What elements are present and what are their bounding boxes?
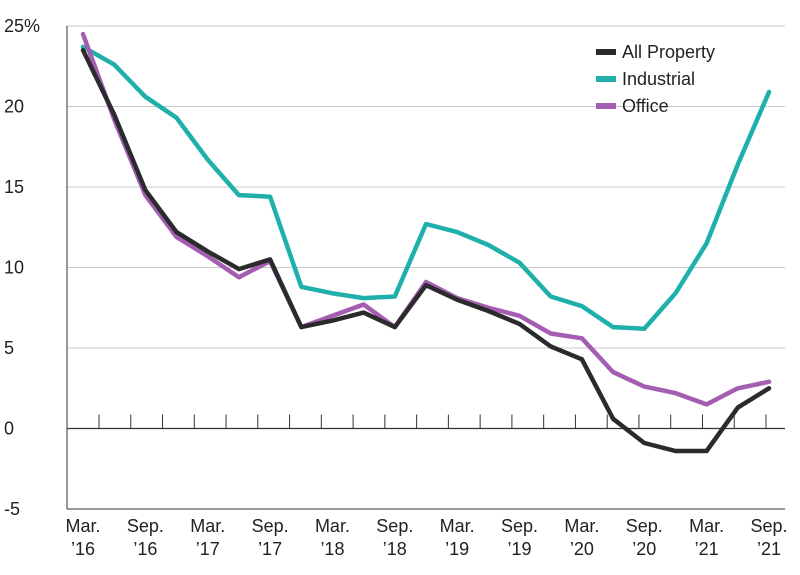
y-tick-label: 15 xyxy=(4,177,24,197)
gridlines xyxy=(67,25,785,349)
x-tick-label: ’19 xyxy=(508,539,532,559)
x-tick-label: ’18 xyxy=(320,539,344,559)
legend-label: Office xyxy=(622,96,669,116)
x-tick-label: ’16 xyxy=(133,539,157,559)
x-tick-label: ’21 xyxy=(695,539,719,559)
legend-label: Industrial xyxy=(622,69,695,89)
x-tick-label: ’20 xyxy=(632,539,656,559)
x-tick-label: Mar. xyxy=(315,516,350,536)
x-tick-label: Mar. xyxy=(65,516,100,536)
x-tick-label: ’16 xyxy=(71,539,95,559)
x-tick-label: ’17 xyxy=(258,539,282,559)
x-tick-label: Sep. xyxy=(501,516,538,536)
y-tick-label: 5 xyxy=(4,338,14,358)
x-tick-label: ’21 xyxy=(757,539,781,559)
x-tick-label: Sep. xyxy=(750,516,787,536)
x-tick-label: Mar. xyxy=(564,516,599,536)
series-lines xyxy=(80,31,772,454)
x-tick-label: Mar. xyxy=(440,516,475,536)
x-tick-label: ’17 xyxy=(196,539,220,559)
y-tick-label: 10 xyxy=(4,258,24,278)
x-tick-label: Sep. xyxy=(626,516,663,536)
y-tick-label: 25% xyxy=(4,16,40,36)
x-tick-label: Mar. xyxy=(689,516,724,536)
x-tick-label: Sep. xyxy=(376,516,413,536)
x-tick-label: Sep. xyxy=(252,516,289,536)
y-tick-label: 0 xyxy=(4,419,14,439)
legend-label: All Property xyxy=(622,42,715,62)
series-line-office xyxy=(80,31,772,407)
x-axis-tick-labels: Mar. ’16 Sep. ’16 Mar. ’17 Sep. ’17 Mar. ’18 Sep. ’… xyxy=(65,516,787,559)
y-axis-tick-labels: 25% 20 15 10 5 0 -5 xyxy=(4,16,40,519)
y-tick-label: -5 xyxy=(4,499,20,519)
x-tick-label: Sep. xyxy=(127,516,164,536)
series-line-industrial xyxy=(80,44,772,331)
x-tick-label: Mar. xyxy=(190,516,225,536)
legend: All Property Industrial Office xyxy=(596,42,715,116)
x-tick-label: ’18 xyxy=(383,539,407,559)
x-axis-ticks xyxy=(98,414,767,429)
y-tick-label: 20 xyxy=(4,97,24,117)
axes xyxy=(66,26,785,510)
series-line-all-property xyxy=(80,47,772,454)
x-tick-label: ’19 xyxy=(445,539,469,559)
x-tick-label: ’20 xyxy=(570,539,594,559)
